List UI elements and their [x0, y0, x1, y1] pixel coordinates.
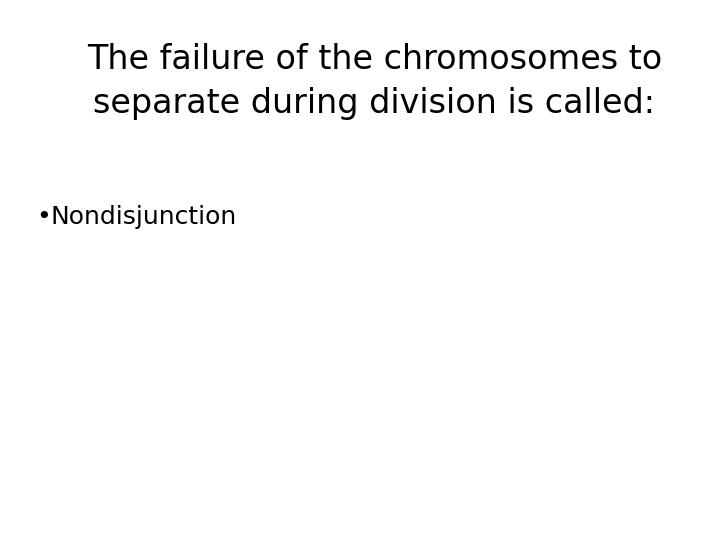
- Text: Nondisjunction: Nondisjunction: [50, 205, 237, 229]
- Text: The failure of the chromosomes to
separate during division is called:: The failure of the chromosomes to separa…: [87, 43, 662, 119]
- Text: •: •: [36, 205, 50, 229]
